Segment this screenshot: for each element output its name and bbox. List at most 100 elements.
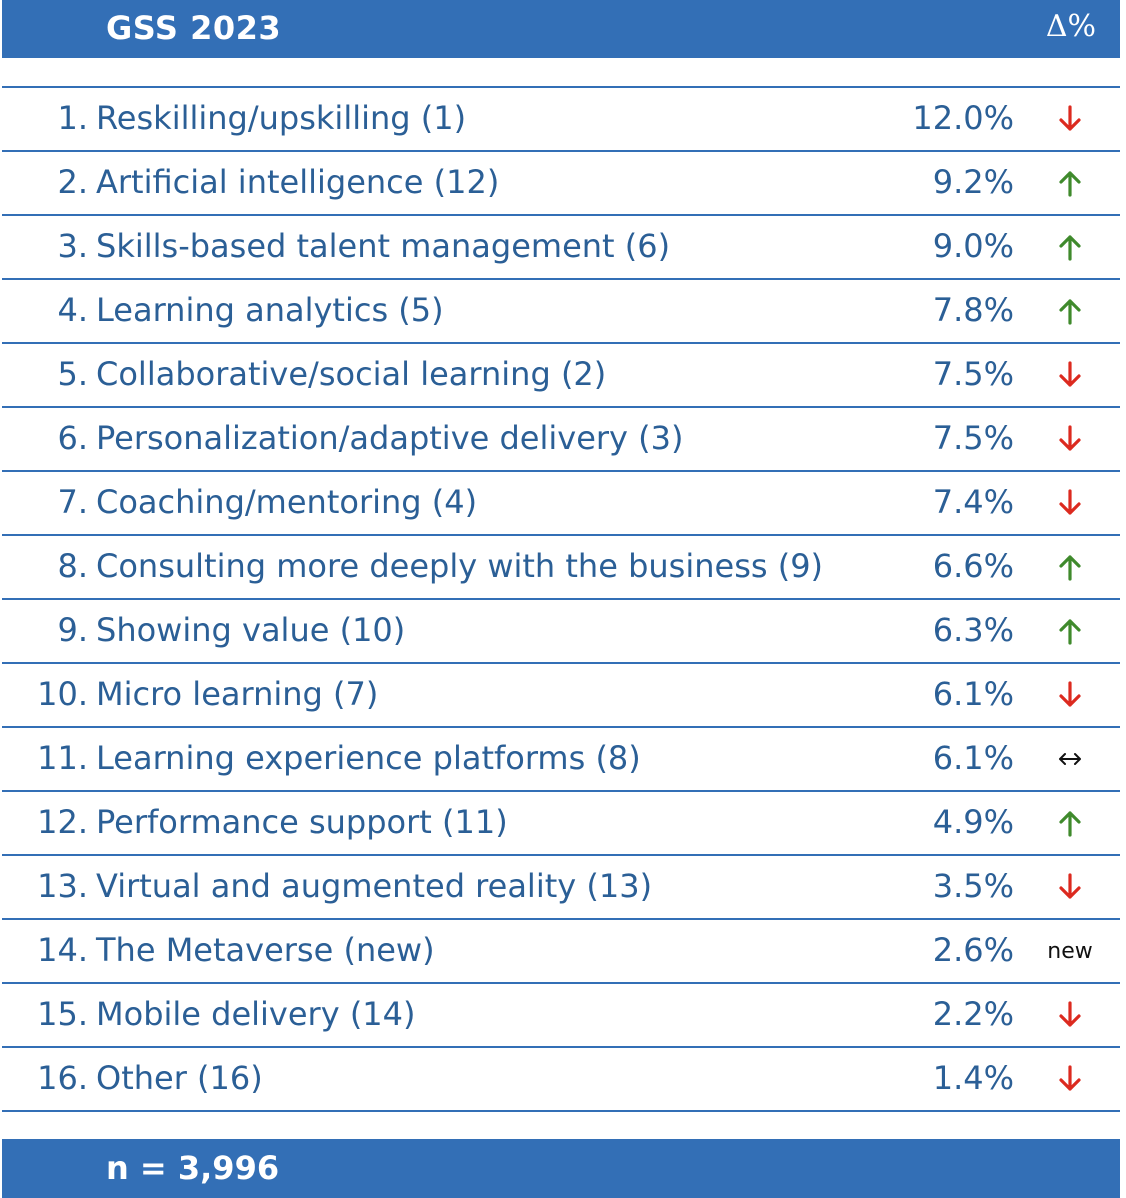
arrow-up-icon	[1038, 280, 1102, 342]
new-badge: new	[1038, 920, 1102, 982]
row-label-text: Collaborative/social learning (2)	[96, 355, 607, 393]
arrow-down-icon	[1038, 408, 1102, 470]
row-label: 1. Reskilling/upskilling (1)	[2, 99, 466, 137]
row-rank: 2.	[57, 163, 88, 201]
table-row: 6. Personalization/adaptive delivery (3) 7…	[2, 408, 1120, 472]
row-rank: 11.	[37, 739, 88, 777]
row-rank: 1.	[57, 99, 88, 137]
row-value: 6.3%	[932, 611, 1014, 649]
row-label-text: Virtual and augmented reality (13)	[96, 867, 653, 905]
sample-size: n = 3,996	[106, 1149, 280, 1187]
table-row: 11. Learning experience platforms (8) 6.1%	[2, 728, 1120, 792]
row-label: 14. The Metaverse (new)	[2, 931, 435, 969]
row-label-text: Other (16)	[96, 1059, 263, 1097]
row-value: 2.6%	[932, 931, 1014, 969]
row-label: 11. Learning experience platforms (8)	[2, 739, 641, 777]
row-label-text: Learning experience platforms (8)	[96, 739, 641, 777]
row-rank: 8.	[57, 547, 88, 585]
row-label-text: Micro learning (7)	[96, 675, 379, 713]
arrow-up-icon	[1038, 152, 1102, 214]
row-rank: 3.	[57, 227, 88, 265]
table-body: 1. Reskilling/upskilling (1) 12.0% 2. Artifi…	[2, 88, 1120, 1112]
row-label-text: Personalization/adaptive delivery (3)	[96, 419, 684, 457]
table-row: 16. Other (16) 1.4%	[2, 1048, 1120, 1112]
row-label-text: Skills-based talent management (6)	[96, 227, 671, 265]
row-value: 7.8%	[932, 291, 1014, 329]
row-label: 12. Performance support (11)	[2, 803, 508, 841]
table-row: 15. Mobile delivery (14) 2.2%	[2, 984, 1120, 1048]
arrow-up-icon	[1038, 792, 1102, 854]
arrow-up-icon	[1038, 536, 1102, 598]
table-row: 5. Collaborative/social learning (2) 7.5%	[2, 344, 1120, 408]
row-label: 10. Micro learning (7)	[2, 675, 378, 713]
row-rank: 16.	[37, 1059, 88, 1097]
row-value: 12.0%	[912, 99, 1014, 137]
row-label: 3. Skills-based talent management (6)	[2, 227, 670, 265]
row-label-text: Learning analytics (5)	[96, 291, 444, 329]
row-value: 6.1%	[932, 675, 1014, 713]
row-value: 6.6%	[932, 547, 1014, 585]
table-row: 4. Learning analytics (5) 7.8%	[2, 280, 1120, 344]
row-value: 9.2%	[932, 163, 1014, 201]
row-label: 6. Personalization/adaptive delivery (3)	[2, 419, 683, 457]
row-label-text: Mobile delivery (14)	[96, 995, 416, 1033]
row-value: 2.2%	[932, 995, 1014, 1033]
table-row: 7. Coaching/mentoring (4) 7.4%	[2, 472, 1120, 536]
arrow-down-icon	[1038, 88, 1102, 150]
table-row: 12. Performance support (11) 4.9%	[2, 792, 1120, 856]
row-rank: 7.	[57, 483, 88, 521]
row-label: 5. Collaborative/social learning (2)	[2, 355, 606, 393]
row-rank: 5.	[57, 355, 88, 393]
new-label: new	[1047, 938, 1093, 964]
arrow-left-right-icon	[1038, 728, 1102, 790]
row-label: 4. Learning analytics (5)	[2, 291, 444, 329]
table-row: 2. Artificial intelligence (12) 9.2%	[2, 152, 1120, 216]
row-label: 15. Mobile delivery (14)	[2, 995, 416, 1033]
row-value: 7.4%	[932, 483, 1014, 521]
row-rank: 12.	[37, 803, 88, 841]
table-row: 1. Reskilling/upskilling (1) 12.0%	[2, 88, 1120, 152]
row-label: 9. Showing value (10)	[2, 611, 405, 649]
row-rank: 15.	[37, 995, 88, 1033]
row-rank: 4.	[57, 291, 88, 329]
row-label-text: Consulting more deeply with the business…	[96, 547, 824, 585]
arrow-down-icon	[1038, 664, 1102, 726]
arrow-down-icon	[1038, 472, 1102, 534]
table-footer: n = 3,996	[2, 1139, 1120, 1198]
row-label: 2. Artificial intelligence (12)	[2, 163, 499, 201]
table-row: 3. Skills-based talent management (6) 9.0%	[2, 216, 1120, 280]
row-value: 9.0%	[932, 227, 1014, 265]
row-label: 8. Consulting more deeply with the busine…	[2, 547, 823, 585]
row-value: 1.4%	[932, 1059, 1014, 1097]
row-rank: 13.	[37, 867, 88, 905]
row-rank: 9.	[57, 611, 88, 649]
table-row: 9. Showing value (10) 6.3%	[2, 600, 1120, 664]
table-row: 8. Consulting more deeply with the busine…	[2, 536, 1120, 600]
arrow-down-icon	[1038, 984, 1102, 1046]
row-label: 13. Virtual and augmented reality (13)	[2, 867, 652, 905]
row-value: 7.5%	[932, 419, 1014, 457]
header-divider	[2, 86, 1120, 88]
row-label-text: Performance support (11)	[96, 803, 508, 841]
table-row: 14. The Metaverse (new) 2.6% new	[2, 920, 1120, 984]
table-row: 10. Micro learning (7) 6.1%	[2, 664, 1120, 728]
arrow-up-icon	[1038, 216, 1102, 278]
row-value: 4.9%	[932, 803, 1014, 841]
row-rank: 10.	[37, 675, 88, 713]
row-label-text: The Metaverse (new)	[96, 931, 435, 969]
row-label-text: Reskilling/upskilling (1)	[96, 99, 467, 137]
table-row: 13. Virtual and augmented reality (13) 3.5…	[2, 856, 1120, 920]
row-value: 3.5%	[932, 867, 1014, 905]
row-rank: 6.	[57, 419, 88, 457]
row-value: 7.5%	[932, 355, 1014, 393]
row-value: 6.1%	[932, 739, 1014, 777]
row-label: 16. Other (16)	[2, 1059, 263, 1097]
arrow-down-icon	[1038, 344, 1102, 406]
table-header: GSS 2023 Δ%	[2, 0, 1120, 58]
arrow-down-icon	[1038, 1048, 1102, 1110]
row-label-text: Showing value (10)	[96, 611, 406, 649]
delta-column-header: Δ%	[1045, 9, 1096, 44]
arrow-up-icon	[1038, 600, 1102, 662]
row-label: 7. Coaching/mentoring (4)	[2, 483, 477, 521]
